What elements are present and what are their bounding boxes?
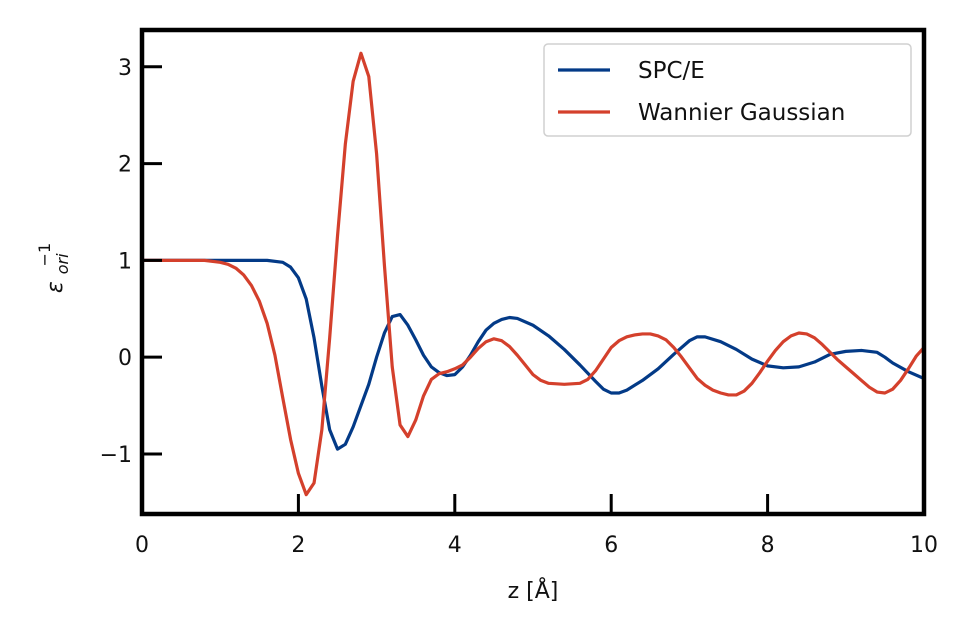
y-axis-label-base: ε xyxy=(43,281,68,293)
y-axis-label-subscript: ori xyxy=(53,253,72,274)
x-tick-label: 0 xyxy=(135,533,149,558)
series-line-wannier-gaussian xyxy=(142,51,924,497)
x-tick-label: 6 xyxy=(604,533,618,558)
series-line-spce xyxy=(142,258,924,451)
legend-box xyxy=(543,43,912,137)
y-tick-label: 3 xyxy=(118,56,132,81)
x-tick-label: 2 xyxy=(291,533,305,558)
legend-label: SPC/E xyxy=(638,58,705,84)
y-tick-label: 2 xyxy=(118,153,132,178)
y-tick-label: −1 xyxy=(100,443,132,468)
series-layer xyxy=(142,51,924,497)
y-tick-label: 0 xyxy=(118,346,132,371)
x-tick-label: 10 xyxy=(910,533,938,558)
plot-frame xyxy=(139,27,927,517)
x-axis-label: z [Å] xyxy=(508,577,559,604)
x-tick-label: 8 xyxy=(761,533,775,558)
y-tick-label: 1 xyxy=(118,249,132,274)
y-axis-label: ε ori −1 xyxy=(35,243,74,293)
ticks-layer: 0 2 4 6 8 10 −1 0 1 2 3 xyxy=(100,56,938,558)
y-axis-label-superscript: −1 xyxy=(35,243,54,267)
legend-label: Wannier Gaussian xyxy=(638,100,845,126)
legend: SPC/E Wannier Gaussian xyxy=(543,43,912,137)
x-tick-label: 4 xyxy=(448,533,462,558)
